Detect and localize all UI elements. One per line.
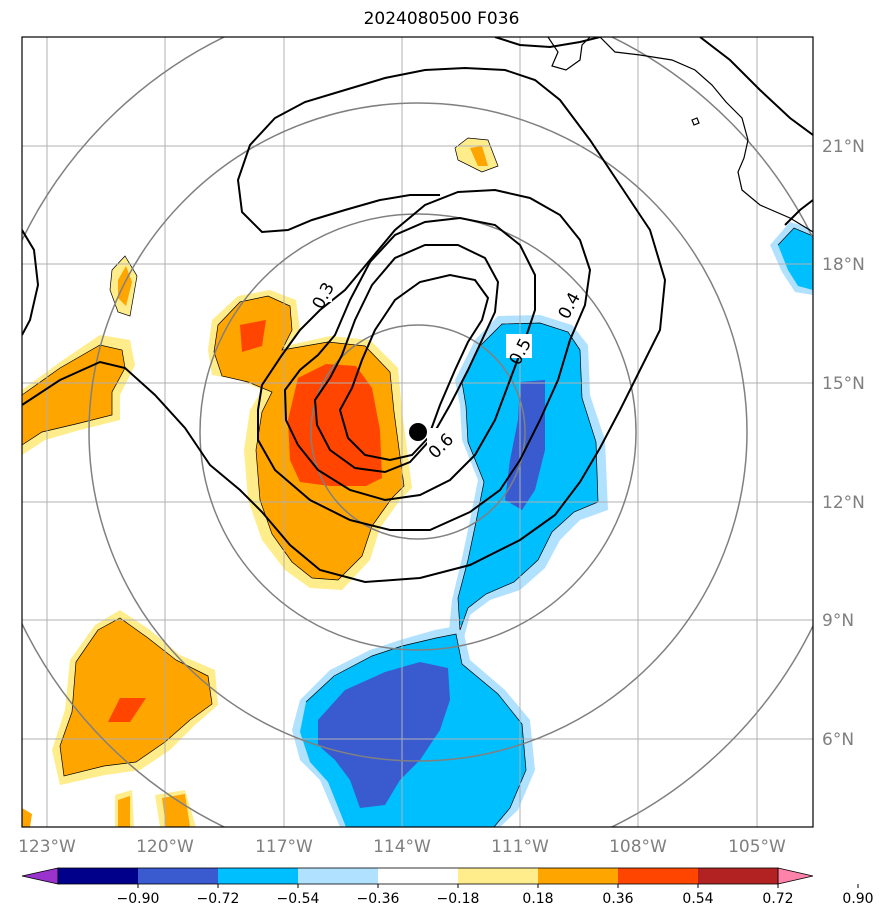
contour-0.5 (283, 216, 536, 502)
shade-pos-west (22, 345, 125, 445)
colorbar-swatch (378, 868, 458, 884)
colorbar: −0.90 −0.72 −0.54 −0.36 −0.18 0.18 0.36 0.54 0.7… (21, 867, 874, 907)
contour-east-edge (784, 199, 813, 226)
outline-east (457, 322, 599, 631)
map-frame (21, 36, 814, 828)
colorbar-tick-label: 0.54 (682, 891, 713, 907)
shade-pos-mid-strong (288, 364, 382, 486)
contour-northeast (699, 37, 813, 136)
lat-tick-18n: 18°N (822, 255, 865, 275)
positive-anomaly-southwest (22, 610, 218, 827)
shade-pos-mid-strong-2 (240, 320, 266, 352)
contour-lines (22, 37, 813, 584)
colorbar-swatch (218, 868, 298, 884)
outline-north (454, 137, 499, 173)
chart-title: 2024080500 F036 (363, 9, 520, 29)
colorbar-tick-label: 0.72 (762, 891, 793, 907)
colorbar-frame (57, 867, 779, 885)
colorbar-tick-label: −0.90 (117, 891, 160, 907)
contour-0.4 (257, 188, 592, 531)
shade-pos-north (470, 146, 488, 166)
positive-anomaly-west (22, 335, 135, 455)
colorbar-swatch (58, 868, 138, 884)
colorbar-tick-label: −0.36 (357, 891, 400, 907)
lat-tick-21n: 21°N (822, 137, 865, 157)
outline-sw (59, 617, 213, 777)
range-rings (22, 37, 813, 827)
contour-0.6 (338, 273, 490, 462)
shade-pos-s2b (162, 794, 190, 827)
colorbar-tick-label: 0.36 (602, 891, 633, 907)
outline-south (305, 633, 527, 827)
lon-tick-labels: 123°W 120°W 117°W 114°W 111°W 108°W 105°… (18, 837, 786, 857)
lat-tick-15n: 15°N (822, 374, 865, 394)
lon-tick-105w: 105°W (728, 837, 786, 857)
colorbar-swatch (298, 868, 378, 884)
colorbar-swatch (138, 868, 218, 884)
colorbar-swatch (458, 868, 538, 884)
coastline-baja (547, 37, 591, 71)
outline-ne (777, 227, 813, 246)
contour-0.55 (313, 244, 500, 474)
lon-tick-108w: 108°W (609, 837, 667, 857)
colorbar-extend-max (777, 867, 814, 885)
contour-north-top (494, 37, 601, 49)
contour-label-bg-0.5 (506, 334, 532, 358)
colorbar-swatch (618, 868, 698, 884)
outline-small (109, 255, 138, 317)
negative-anomaly-south (292, 625, 535, 827)
lat-tick-12n: 12°N (822, 493, 865, 513)
contour-label-bg-0.4 (555, 288, 581, 312)
coastline-island (691, 117, 700, 126)
shade-pos-sw (60, 618, 212, 776)
contour-0.3 (22, 66, 667, 584)
contour-label-bg-0.6 (427, 428, 453, 452)
lon-tick-114w: 114°W (373, 837, 431, 857)
storm-center-marker (409, 423, 427, 441)
shade-neg-ne (778, 228, 813, 290)
lon-tick-117w: 117°W (255, 837, 313, 857)
colorbar-tick-label: 0.90 (842, 891, 873, 907)
lat-tick-labels: 21°N 18°N 15°N 12°N 9°N 6°N (822, 137, 865, 750)
range-ring-3 (88, 102, 748, 762)
coastline-mainland (599, 37, 813, 233)
colorbar-swatch (698, 868, 778, 884)
contour-ne-lobe (22, 229, 40, 336)
shade-pos-s1b (118, 796, 130, 827)
contour-label-bg-0.3 (306, 278, 332, 302)
graticule (22, 37, 813, 827)
shade-pos-sw-strong (108, 698, 146, 722)
shade-neg-south-strong (318, 662, 450, 808)
range-ring-1 (310, 324, 526, 540)
lat-tick-6n: 6°N (822, 730, 854, 750)
colorbar-swatch (538, 868, 618, 884)
colorbar-extend-min (21, 867, 59, 885)
map-area: 0.3 0.4 0.5 0.6 (22, 37, 813, 827)
shade-pos-s3 (22, 808, 32, 827)
outline-west (22, 344, 126, 446)
shade-outlines (22, 137, 813, 827)
colorbar-tick-label: −0.72 (197, 891, 240, 907)
lat-tick-9n: 9°N (822, 611, 854, 631)
lon-tick-111w: 111°W (491, 837, 549, 857)
range-ring-2 (199, 213, 637, 651)
negative-anomaly-northeast (770, 222, 813, 295)
colorbar-tick-label: −0.18 (437, 891, 480, 907)
colorbar-tick-label: −0.54 (277, 891, 320, 907)
lon-tick-123w: 123°W (18, 837, 76, 857)
lon-tick-120w: 120°W (136, 837, 194, 857)
outline-mid (213, 295, 405, 581)
coastline (547, 37, 813, 233)
colorbar-tick-label: 0.18 (522, 891, 553, 907)
